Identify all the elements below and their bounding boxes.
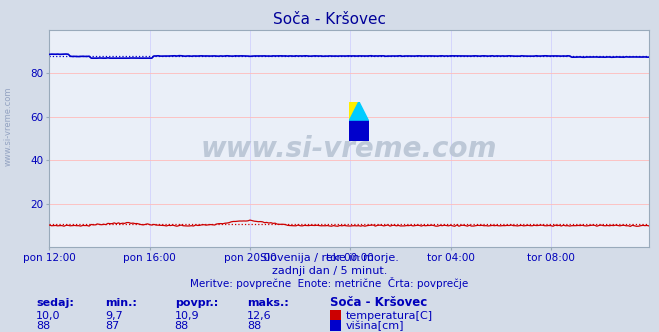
- Text: 88: 88: [36, 321, 51, 331]
- Text: Soča - Kršovec: Soča - Kršovec: [330, 296, 427, 309]
- Text: 10,9: 10,9: [175, 311, 199, 321]
- Text: Slovenija / reke in morje.: Slovenija / reke in morje.: [260, 253, 399, 263]
- Polygon shape: [349, 102, 359, 121]
- Text: višina[cm]: višina[cm]: [345, 321, 404, 331]
- Text: www.si-vreme.com: www.si-vreme.com: [201, 135, 498, 163]
- Text: zadnji dan / 5 minut.: zadnji dan / 5 minut.: [272, 266, 387, 276]
- Text: 10,0: 10,0: [36, 311, 61, 321]
- Text: 9,7: 9,7: [105, 311, 123, 321]
- Text: 88: 88: [175, 321, 189, 331]
- Text: sedaj:: sedaj:: [36, 298, 74, 308]
- Text: povpr.:: povpr.:: [175, 298, 218, 308]
- Text: Meritve: povprečne  Enote: metrične  Črta: povprečje: Meritve: povprečne Enote: metrične Črta:…: [190, 277, 469, 289]
- Text: Soča - Kršovec: Soča - Kršovec: [273, 12, 386, 27]
- Bar: [349, 121, 369, 141]
- Text: 87: 87: [105, 321, 120, 331]
- Polygon shape: [349, 102, 369, 121]
- Text: maks.:: maks.:: [247, 298, 289, 308]
- Text: www.si-vreme.com: www.si-vreme.com: [3, 86, 13, 166]
- Text: temperatura[C]: temperatura[C]: [345, 311, 432, 321]
- Text: 88: 88: [247, 321, 262, 331]
- Text: min.:: min.:: [105, 298, 137, 308]
- Text: 12,6: 12,6: [247, 311, 272, 321]
